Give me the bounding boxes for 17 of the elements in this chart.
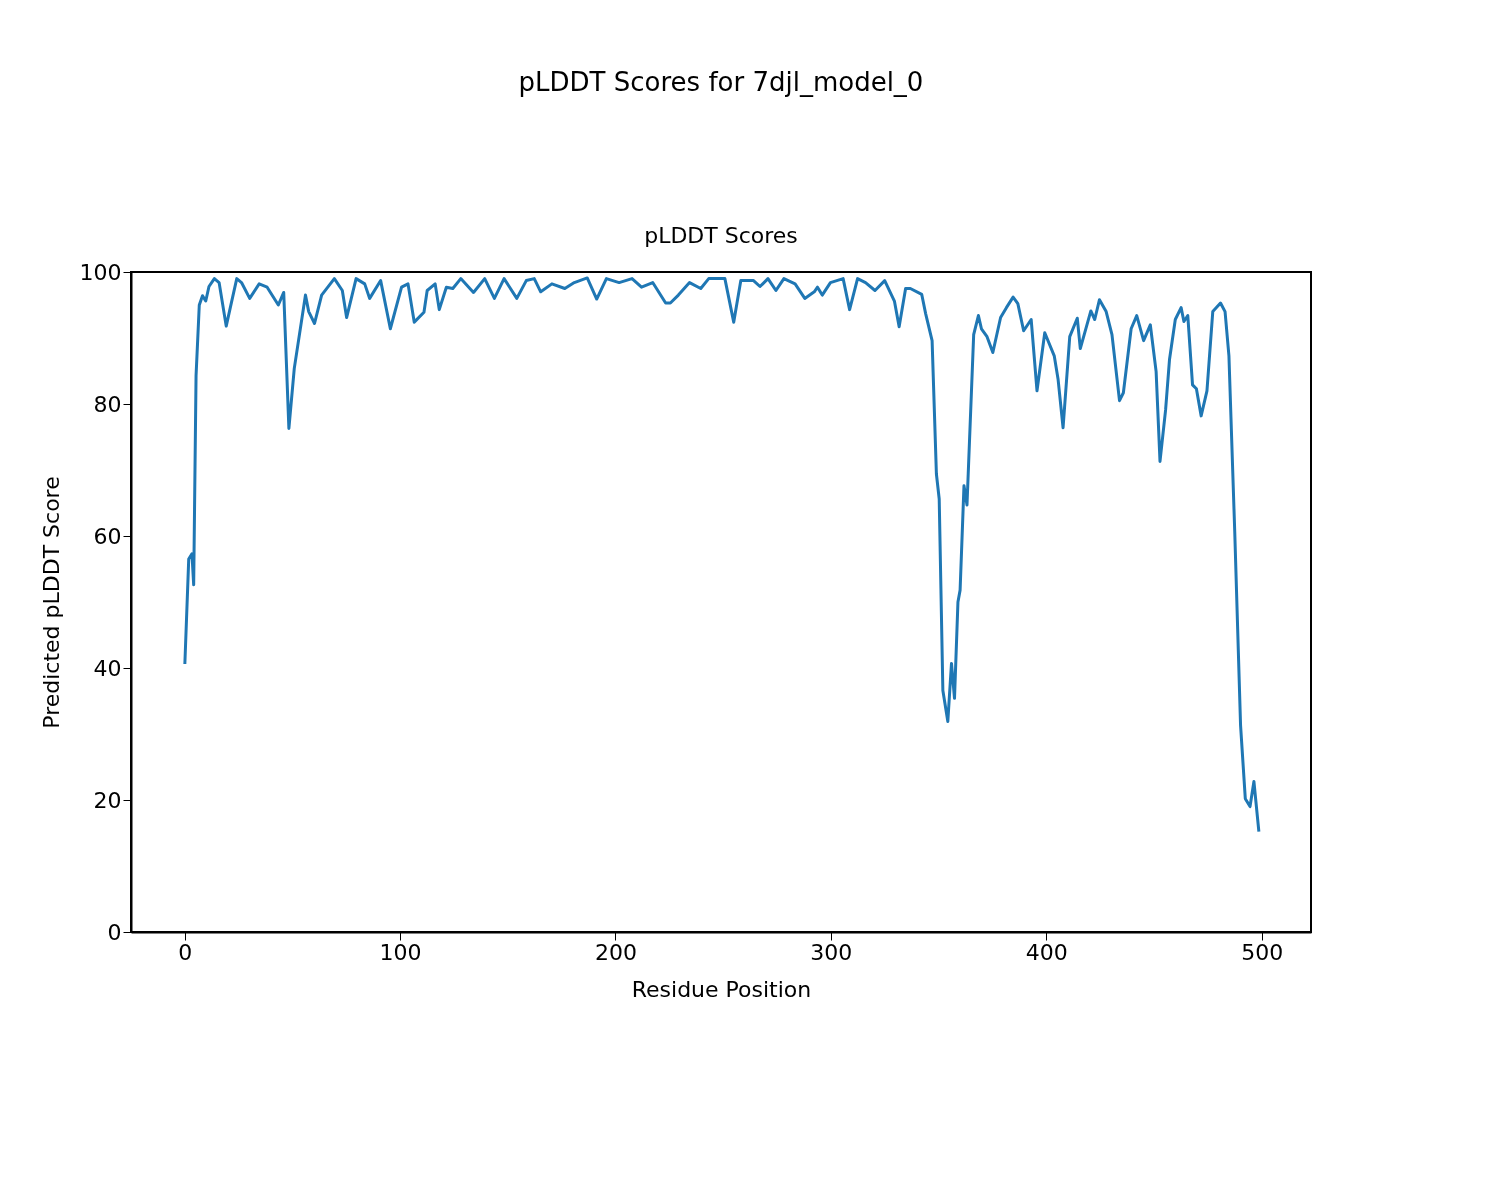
x-tick-label: 0: [178, 939, 193, 965]
y-axis-title: Predicted pLDDT Score: [38, 476, 64, 729]
x-tick-label: 300: [810, 939, 853, 965]
y-tick-label: 0: [107, 919, 122, 945]
x-tick-label: 400: [1025, 939, 1068, 965]
chart-subtitle: pLDDT Scores: [644, 223, 798, 248]
y-tick-label: 20: [93, 787, 122, 813]
x-tick-label: 200: [594, 939, 637, 965]
y-tick-label: 100: [79, 259, 122, 285]
x-tick-label: 500: [1241, 939, 1284, 965]
x-tick-label: 100: [379, 939, 422, 965]
line-series: [183, 276, 1261, 834]
chart-title: pLDDT Scores for 7djl_model_0: [518, 67, 924, 97]
y-tick-label: 60: [93, 523, 122, 549]
y-tick-label: 40: [93, 655, 122, 681]
y-tick-label: 80: [93, 391, 122, 417]
x-axis-title: Residue Position: [631, 976, 812, 1002]
